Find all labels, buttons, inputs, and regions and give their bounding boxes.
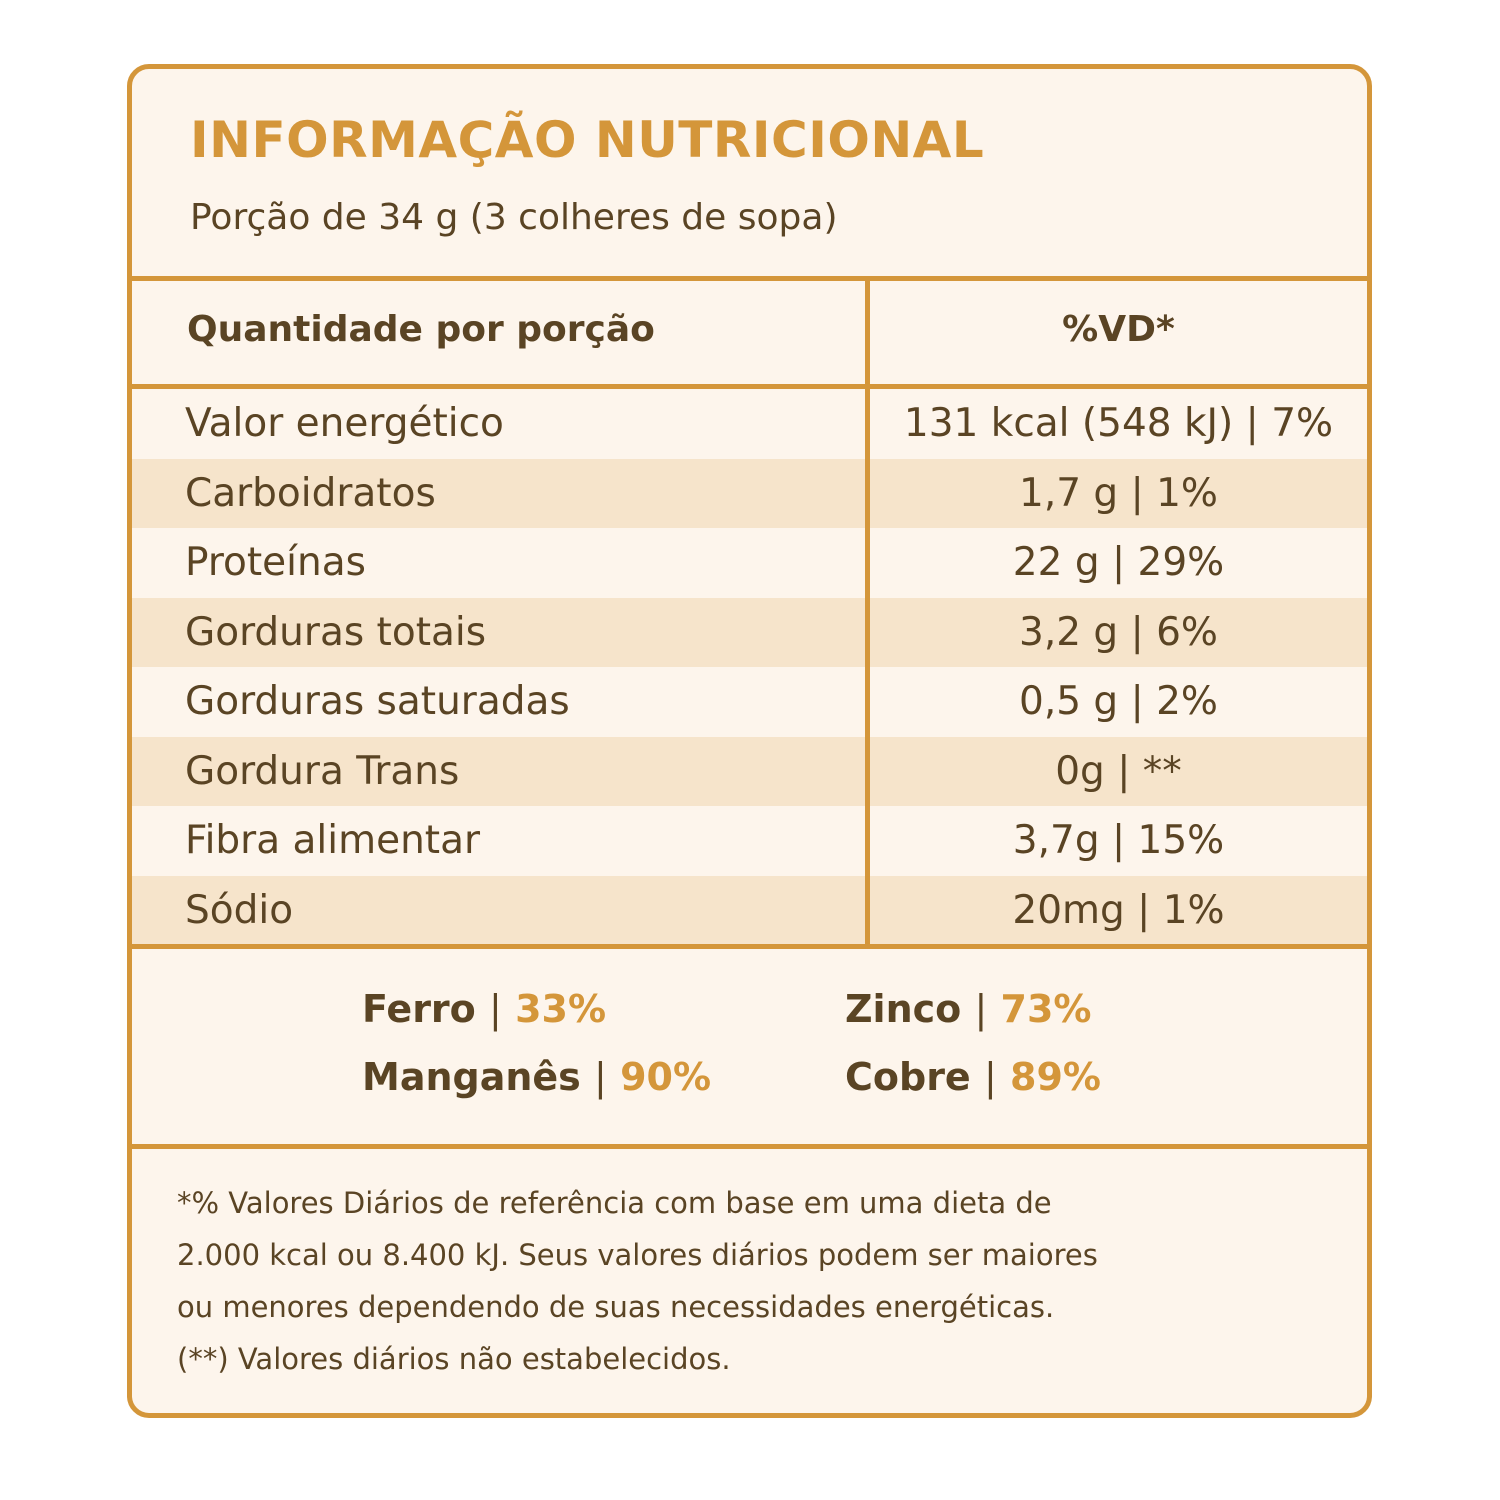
mineral-copper: Cobre | 89% (845, 1055, 1101, 1099)
nutrient-value: 22 g | 29% (1012, 540, 1225, 585)
column-header-amount: Quantidade por porção (187, 309, 655, 350)
footnote-line: 2.000 kcal ou 8.400 kJ. Seus valores diá… (177, 1238, 1098, 1272)
table-row: Carboidratos 1,7 g | 1% (132, 458, 1367, 528)
nutrient-name: Gordura Trans (185, 748, 460, 794)
mineral-percent: 90% (620, 1055, 712, 1099)
table-row: Proteínas 22 g | 29% (132, 528, 1367, 598)
nutrient-value: 3,2 g | 6% (1019, 609, 1218, 655)
nutrient-name: Valor energético (185, 401, 504, 446)
divider-header (132, 384, 1367, 389)
divider-minerals (132, 944, 1367, 949)
title-block: INFORMAÇÃO NUTRICIONAL Porção de 34 g (3… (132, 69, 1367, 281)
panel-title: INFORMAÇÃO NUTRICIONAL (190, 111, 985, 169)
mineral-separator: | (983, 1055, 997, 1099)
table-row: Valor energético 131 kcal (548 kJ) | 7% (132, 389, 1367, 459)
nutrient-value: 131 kcal (548 kJ) | 7% (903, 401, 1334, 446)
mineral-name: Cobre (845, 1055, 971, 1099)
nutrient-value: 1,7 g | 1% (1019, 470, 1218, 516)
nutrient-name: Sódio (185, 887, 294, 933)
column-header-daily-value: %VD* (1062, 309, 1175, 350)
table-row: Gorduras totais 3,2 g | 6% (132, 597, 1367, 667)
table-row: Fibra alimentar 3,7g | 15% (132, 806, 1367, 876)
mineral-separator: | (489, 987, 502, 1031)
nutrient-value: 0g | ** (1055, 748, 1182, 794)
divider-footnote (132, 1144, 1367, 1149)
nutrition-facts-panel: INFORMAÇÃO NUTRICIONAL Porção de 34 g (3… (127, 64, 1372, 1418)
mineral-separator: | (594, 1055, 607, 1099)
mineral-separator: | (974, 987, 988, 1031)
table-row: Sódio 20mg | 1% (132, 875, 1367, 945)
mineral-name: Ferro (362, 987, 476, 1031)
mineral-name: Zinco (845, 987, 962, 1031)
footnote-line: (**) Valores diários não estabelecidos. (177, 1342, 731, 1376)
nutrient-name: Gorduras totais (185, 609, 487, 655)
footnote-line: ou menores dependendo de suas necessidad… (177, 1290, 1055, 1324)
nutrient-value: 0,5 g | 2% (1019, 679, 1218, 724)
nutrient-table: Valor energético 131 kcal (548 kJ) | 7% … (132, 389, 1367, 945)
column-divider (865, 281, 870, 944)
table-row: Gorduras saturadas 0,5 g | 2% (132, 667, 1367, 737)
table-row: Gordura Trans 0g | ** (132, 736, 1367, 806)
mineral-percent: 33% (515, 987, 607, 1031)
nutrient-name: Gorduras saturadas (185, 679, 570, 724)
mineral-name: Manganês (362, 1055, 581, 1099)
mineral-percent: 89% (1010, 1055, 1101, 1099)
footnote-line: *% Valores Diários de referência com bas… (177, 1186, 1052, 1220)
serving-size: Porção de 34 g (3 colheres de sopa) (190, 197, 838, 238)
mineral-zinc: Zinco | 73% (845, 987, 1092, 1031)
mineral-manganese: Manganês | 90% (362, 1055, 711, 1099)
nutrient-name: Proteínas (185, 540, 366, 585)
divider-top (132, 276, 1367, 281)
mineral-percent: 73% (1000, 987, 1092, 1031)
nutrient-value: 20mg | 1% (1012, 887, 1225, 933)
nutrient-value: 3,7g | 15% (1012, 818, 1225, 863)
mineral-iron: Ferro | 33% (362, 987, 606, 1031)
footnote: *% Valores Diários de referência com bas… (177, 1177, 1347, 1385)
nutrient-name: Fibra alimentar (185, 818, 481, 863)
nutrient-name: Carboidratos (185, 470, 436, 516)
